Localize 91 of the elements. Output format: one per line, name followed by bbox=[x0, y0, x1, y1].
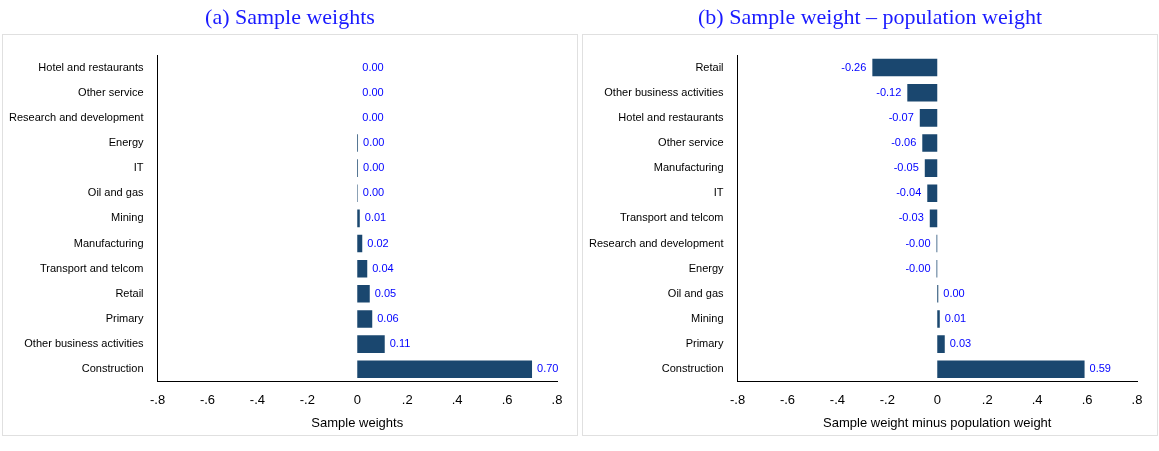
data-label: 0.02 bbox=[367, 236, 389, 249]
x-tick-label: -.8 bbox=[729, 392, 746, 408]
data-label: -0.07 bbox=[888, 110, 914, 123]
bar bbox=[357, 234, 363, 253]
data-label: -0.03 bbox=[898, 211, 924, 224]
y-tick-label: Hotel and restaurants bbox=[618, 110, 725, 123]
data-label: -0.26 bbox=[841, 60, 867, 73]
y-tick-label: Construction bbox=[81, 362, 144, 375]
data-label: 0.06 bbox=[377, 311, 399, 324]
x-tick-label: .2 bbox=[401, 392, 413, 408]
y-tick-label: Primary bbox=[685, 337, 725, 350]
y-tick-label: Research and development bbox=[9, 110, 144, 123]
chart-title: (b) Sample weight – population weight bbox=[697, 3, 1043, 31]
y-tick-label: IT bbox=[713, 186, 724, 199]
data-label: 0.01 bbox=[944, 311, 967, 324]
y-tick-label: Other service bbox=[658, 136, 724, 149]
data-label: 0.00 bbox=[362, 60, 384, 73]
data-label: -0.12 bbox=[876, 85, 902, 98]
data-label: 0.04 bbox=[372, 261, 394, 274]
x-tick-label: 0 bbox=[933, 392, 941, 408]
bar bbox=[937, 310, 940, 328]
y-tick-label: Other service bbox=[78, 85, 144, 98]
y-tick-label: Retail bbox=[695, 60, 724, 73]
bar bbox=[937, 360, 1085, 379]
x-tick-label: .8 bbox=[551, 392, 563, 408]
x-tick-label: -.4 bbox=[249, 392, 265, 408]
bar bbox=[927, 184, 938, 203]
x-tick-label: -.2 bbox=[879, 392, 895, 408]
y-tick-label: Hotel and restaurants bbox=[38, 60, 145, 73]
y-tick-label: Energy bbox=[108, 136, 145, 149]
x-tick-label: -.8 bbox=[149, 392, 166, 408]
y-tick-label: Transport and telcom bbox=[40, 261, 144, 274]
x-tick-label: -.2 bbox=[299, 392, 315, 408]
data-label: 0.03 bbox=[949, 337, 972, 350]
data-label: 0.11 bbox=[389, 337, 411, 350]
bar bbox=[357, 259, 368, 278]
y-tick-label: Research and development bbox=[589, 236, 724, 249]
bar bbox=[357, 209, 360, 228]
bar bbox=[907, 83, 938, 102]
bar bbox=[357, 285, 370, 303]
x-tick-label: -.4 bbox=[829, 392, 845, 408]
y-tick-label: Retail bbox=[115, 286, 144, 299]
y-tick-label: IT bbox=[133, 161, 144, 174]
x-axis-title: Sample weight minus population weight bbox=[823, 414, 1052, 430]
y-tick-label: Oil and gas bbox=[667, 286, 725, 299]
data-label: 0.70 bbox=[537, 362, 559, 375]
y-tick-label: Other business activities bbox=[24, 337, 145, 350]
bar bbox=[357, 335, 385, 353]
data-label: -0.00 bbox=[905, 261, 931, 274]
bar bbox=[357, 310, 373, 328]
bar bbox=[929, 209, 938, 228]
bar bbox=[357, 360, 533, 379]
x-tick-label: .6 bbox=[1081, 392, 1093, 408]
data-label: 0.00 bbox=[943, 286, 965, 299]
data-label: -0.06 bbox=[891, 136, 917, 149]
data-label: 0.00 bbox=[362, 85, 384, 98]
data-label: 0.00 bbox=[363, 161, 385, 174]
data-label: 0.00 bbox=[362, 110, 384, 123]
bar bbox=[919, 109, 938, 127]
data-label: -0.05 bbox=[893, 161, 919, 174]
x-tick-label: 0 bbox=[353, 392, 361, 408]
x-tick-label: .4 bbox=[451, 392, 463, 408]
y-tick-label: Manufacturing bbox=[73, 236, 144, 249]
x-tick-label: .2 bbox=[981, 392, 993, 408]
y-tick-label: Primary bbox=[105, 311, 145, 324]
data-label: -0.04 bbox=[896, 186, 922, 199]
x-tick-label: .6 bbox=[501, 392, 513, 408]
x-axis-title: Sample weights bbox=[311, 414, 404, 430]
bar bbox=[937, 335, 945, 353]
x-tick-label: .8 bbox=[1131, 392, 1143, 408]
data-label: 0.05 bbox=[374, 286, 397, 299]
y-tick-label: Mining bbox=[111, 211, 144, 224]
data-label: -0.00 bbox=[905, 236, 931, 249]
bar bbox=[924, 159, 938, 177]
x-tick-label: -.6 bbox=[199, 392, 216, 408]
x-tick-label: .4 bbox=[1031, 392, 1043, 408]
y-tick-label: Manufacturing bbox=[653, 161, 724, 174]
y-tick-label: Mining bbox=[691, 311, 724, 324]
y-tick-label: Oil and gas bbox=[87, 186, 145, 199]
chart-title: (a) Sample weights bbox=[204, 3, 376, 31]
y-tick-label: Other business activities bbox=[604, 85, 725, 98]
data-label: 0.00 bbox=[362, 186, 385, 199]
data-label: 0.59 bbox=[1089, 362, 1111, 375]
y-tick-label: Energy bbox=[688, 261, 725, 274]
data-label: 0.00 bbox=[363, 136, 385, 149]
data-label: 0.01 bbox=[364, 211, 387, 224]
bar bbox=[872, 58, 938, 77]
x-tick-label: -.6 bbox=[779, 392, 796, 408]
y-tick-label: Construction bbox=[661, 362, 724, 375]
bar bbox=[922, 134, 938, 152]
y-tick-label: Transport and telcom bbox=[620, 211, 724, 224]
